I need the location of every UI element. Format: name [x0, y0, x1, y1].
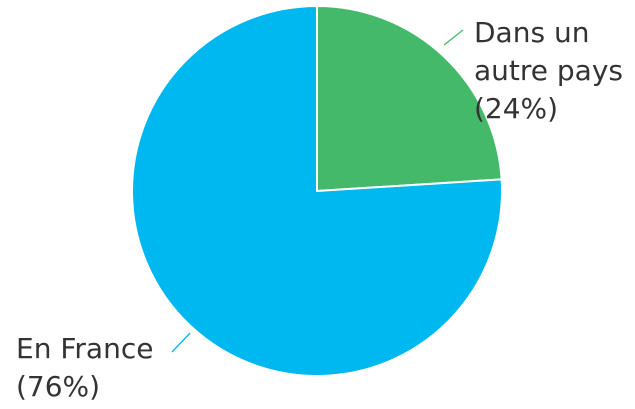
leader-line-en-france: [171, 332, 191, 353]
pie-slices: [131, 5, 503, 377]
slice-label-line: (76%): [16, 370, 100, 403]
slice-label-line: autre pays: [474, 54, 623, 87]
pie-leader-lines: [171, 29, 464, 353]
leader-line-dans-un-autre-pays: [443, 29, 464, 46]
pie-slice-dans-un-autre-pays: [316, 5, 503, 192]
pie-slice-en-france: [131, 5, 503, 377]
slice-label-line: (24%): [474, 92, 558, 125]
slice-label-dans-un-autre-pays: Dans un autre pays (24%): [474, 16, 632, 125]
slice-label-line: Dans un: [474, 16, 589, 49]
slice-label-en-france: En France (76%): [16, 332, 162, 403]
pie-labels: Dans un autre pays (24%) En France (76%): [16, 16, 632, 403]
slice-label-line: En France: [16, 332, 153, 365]
